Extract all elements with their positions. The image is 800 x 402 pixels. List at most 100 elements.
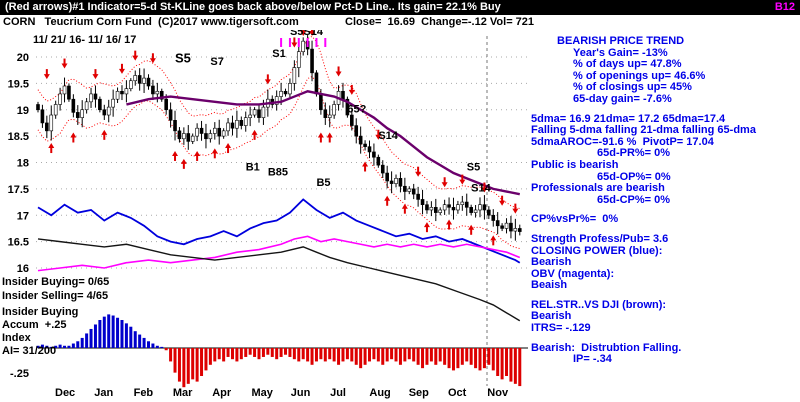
- accum-bar: [261, 348, 265, 357]
- insider-label: AI= 31/200: [2, 345, 57, 357]
- panel-line: Bearish: [531, 310, 572, 323]
- candle-body: [67, 85, 71, 100]
- candle-body: [464, 201, 469, 208]
- accum-bar: [288, 348, 292, 357]
- candle-body: [257, 109, 261, 118]
- y-axis-label: 16: [17, 263, 29, 275]
- candle-body: [301, 40, 306, 53]
- indicator-banner-text: (Red arrows)#1 Indicator=5-d St-KLine go…: [5, 1, 501, 13]
- x-axis-month-label: Dec: [55, 387, 75, 399]
- x-axis-month-label: Jun: [291, 387, 311, 399]
- sell-arrow-icon: [300, 31, 307, 36]
- accum-bar: [518, 348, 522, 387]
- x-axis-month-label: Sep: [409, 387, 429, 399]
- candle-body: [279, 90, 283, 97]
- candle-body: [425, 204, 429, 211]
- y-axis-label: 18: [17, 158, 29, 170]
- panel-line: IP= -.34: [573, 353, 612, 366]
- accum-bar: [76, 341, 80, 348]
- accum-bar: [398, 348, 402, 365]
- x-axis-month-label: Oct: [448, 387, 467, 399]
- candle-body: [283, 90, 288, 95]
- buy-arrow-icon: [251, 129, 258, 135]
- accum-bar: [412, 348, 416, 362]
- panel-line: Falling 5-dma falling 21-dma falling 65-…: [531, 124, 756, 137]
- signal-annotation: 65?: [347, 103, 366, 115]
- candle-body: [345, 98, 350, 116]
- candle-body: [93, 93, 98, 100]
- candle-body: [226, 122, 230, 132]
- accum-bar: [345, 348, 349, 360]
- closing-power-line: [37, 198, 521, 264]
- accum-bar: [438, 348, 442, 362]
- accum-bar: [469, 348, 473, 365]
- sell-arrow-icon: [118, 68, 125, 74]
- y-axis-label: 16.5: [8, 237, 29, 249]
- accum-bar: [491, 348, 495, 371]
- magenta-tick: [306, 38, 309, 47]
- accum-bar: [284, 348, 288, 355]
- accum-bar: [403, 348, 407, 362]
- candle-body: [204, 133, 208, 140]
- x-axis-month-label: Aug: [369, 387, 390, 399]
- accum-bar: [368, 348, 371, 362]
- x-axis-month-label: Mar: [173, 387, 193, 399]
- accum-bar: [71, 343, 75, 348]
- sell-arrow-icon: [415, 171, 422, 177]
- insider-label: Index: [2, 332, 31, 344]
- accum-bar: [301, 348, 305, 360]
- accum-bar: [279, 348, 283, 357]
- date-range-label: 11/ 21/ 16- 11/ 16/ 17: [33, 34, 137, 46]
- candle-body: [182, 133, 186, 140]
- candle-body: [288, 83, 292, 95]
- accum-bar: [248, 348, 252, 355]
- candle-body: [186, 133, 191, 142]
- candle-body: [235, 120, 239, 129]
- buy-arrow-icon: [326, 132, 333, 138]
- candle-body: [248, 114, 252, 118]
- panel-line: 65-day gain= -7.6%: [573, 92, 672, 105]
- panel-line: Bearish: Distrubtion Falling.: [531, 341, 682, 354]
- accum-bar: [200, 348, 204, 376]
- accum-bar: [310, 348, 314, 365]
- y-axis-label: 19: [17, 105, 29, 117]
- sell-arrow-icon: [264, 79, 271, 85]
- accum-bar: [230, 348, 234, 360]
- candle-body: [124, 88, 129, 95]
- sell-arrow-icon: [481, 187, 488, 193]
- accum-bar: [244, 348, 248, 357]
- accum-bar: [173, 348, 177, 373]
- panel-line: Public is bearish: [531, 158, 619, 171]
- candle-body: [487, 209, 491, 216]
- accum-bar: [482, 348, 486, 369]
- panel-line: 65d-CP%= 0%: [597, 193, 671, 206]
- candle-body: [429, 207, 434, 211]
- accum-bar: [323, 348, 327, 362]
- candle-body: [296, 51, 301, 68]
- candle-body: [292, 67, 297, 84]
- candle-body: [221, 130, 226, 137]
- signal-annotation: S14: [471, 183, 491, 195]
- accum-bar: [478, 348, 482, 371]
- candle-body: [151, 85, 155, 95]
- accum-bar: [350, 348, 354, 362]
- candle-body: [460, 201, 465, 206]
- candle-body: [177, 130, 182, 140]
- quote-line: CORN Teucrium Corn Fund (C)2017 www.tige…: [0, 15, 800, 30]
- candle-body: [155, 90, 160, 95]
- candle-body: [513, 228, 518, 232]
- candle-body: [89, 93, 93, 103]
- candle-body: [106, 106, 111, 116]
- candle-body: [416, 193, 420, 200]
- accum-bar: [465, 348, 469, 362]
- upper-band: [37, 35, 520, 209]
- accum-bar: [239, 348, 243, 360]
- accum-bar: [363, 348, 367, 365]
- accum-bar: [93, 324, 97, 348]
- accum-bar: [509, 348, 513, 382]
- ma-65d-line: [126, 90, 521, 196]
- accum-bar: [253, 348, 257, 357]
- candle-body: [398, 178, 403, 187]
- candle-body: [168, 109, 173, 121]
